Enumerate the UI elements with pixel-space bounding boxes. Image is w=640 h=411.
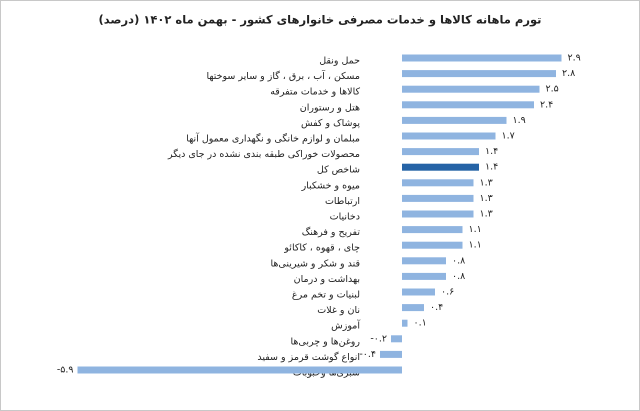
bar: [402, 54, 562, 62]
category-label: هتل و رستوران: [300, 102, 360, 113]
bar: [391, 335, 402, 343]
category-label: پوشاک و کفش: [301, 118, 360, 129]
value-label: ۰.۶: [441, 287, 454, 298]
bar: [402, 226, 463, 234]
bar: [402, 288, 435, 296]
bar: [402, 257, 446, 265]
bar: [402, 70, 556, 78]
value-label: ۱.۴: [485, 146, 498, 157]
category-label: بهداشت و درمان: [294, 274, 360, 285]
category-label: حمل ونقل: [319, 56, 360, 67]
value-label: ۰.۴: [430, 302, 443, 313]
category-label: لبنیات و تخم مرغ: [292, 290, 360, 301]
value-label: ۱.۱: [469, 240, 482, 251]
value-label: -۰.۴: [359, 349, 376, 360]
bar: [402, 148, 479, 156]
category-label: میوه و خشکبار: [301, 180, 360, 191]
category-label: دخانیات: [330, 212, 360, 223]
bar: [402, 319, 408, 327]
bar: [380, 350, 402, 358]
value-label: ۱.۳: [480, 209, 493, 220]
value-label: ۲.۹: [568, 53, 581, 64]
bar: [402, 132, 496, 140]
chart-title: تورم ماهانه کالاها و خدمات مصرفی خانواره…: [99, 13, 542, 28]
bar: [402, 241, 463, 249]
bar: [402, 116, 507, 124]
value-label: -۰.۲: [370, 333, 387, 344]
bar: [402, 304, 424, 312]
value-label: ۰.۸: [452, 255, 465, 266]
value-label: ۰.۱: [414, 318, 427, 329]
category-label: آموزش: [331, 319, 360, 332]
bar: [402, 85, 540, 93]
value-label: ۰.۸: [452, 271, 465, 282]
value-label: ۱.۷: [502, 131, 515, 142]
value-label: ۱.۱: [469, 224, 482, 235]
value-label: ۱.۳: [480, 177, 493, 188]
category-label: روغن‌ها و چربی‌ها: [291, 336, 361, 347]
category-label: تفریح و فرهنگ: [302, 226, 361, 238]
value-label: ۱.۹: [513, 115, 526, 126]
category-label: نان و غلات: [317, 305, 360, 316]
category-label: شاخص کل: [317, 165, 360, 176]
value-label: ۲.۸: [562, 68, 575, 79]
category-label: قند و شکر و شیرینی‌ها: [271, 258, 361, 269]
category-label: محصولات خوراکی طبقه بندی نشده در جای دیگ…: [167, 148, 360, 160]
bar: [402, 179, 474, 187]
value-label: ۲.۴: [540, 99, 553, 110]
category-label: کالاها و خدمات متفرقه: [270, 87, 360, 98]
category-label: ارتباطات: [325, 196, 360, 207]
value-label: ۲.۵: [546, 84, 559, 95]
bar: [402, 210, 474, 218]
category-label: چای ، قهوه ، کاکائو: [283, 243, 360, 254]
category-label: انواع گوشت قرمز و سفید: [257, 351, 360, 363]
bar: [77, 366, 402, 374]
bar: [402, 272, 446, 280]
bar: [402, 163, 479, 171]
bar: [402, 194, 474, 202]
category-label: مسکن ، آب ، برق ، گاز و سایر سوختها: [207, 69, 360, 82]
value-label: -۵.۹: [57, 365, 74, 376]
value-label: ۱.۴: [485, 162, 498, 173]
category-label: مبلمان و لوازم خانگی و نگهداری معمول آنه…: [186, 132, 360, 145]
value-label: ۱.۳: [480, 193, 493, 204]
bar: [402, 101, 534, 109]
